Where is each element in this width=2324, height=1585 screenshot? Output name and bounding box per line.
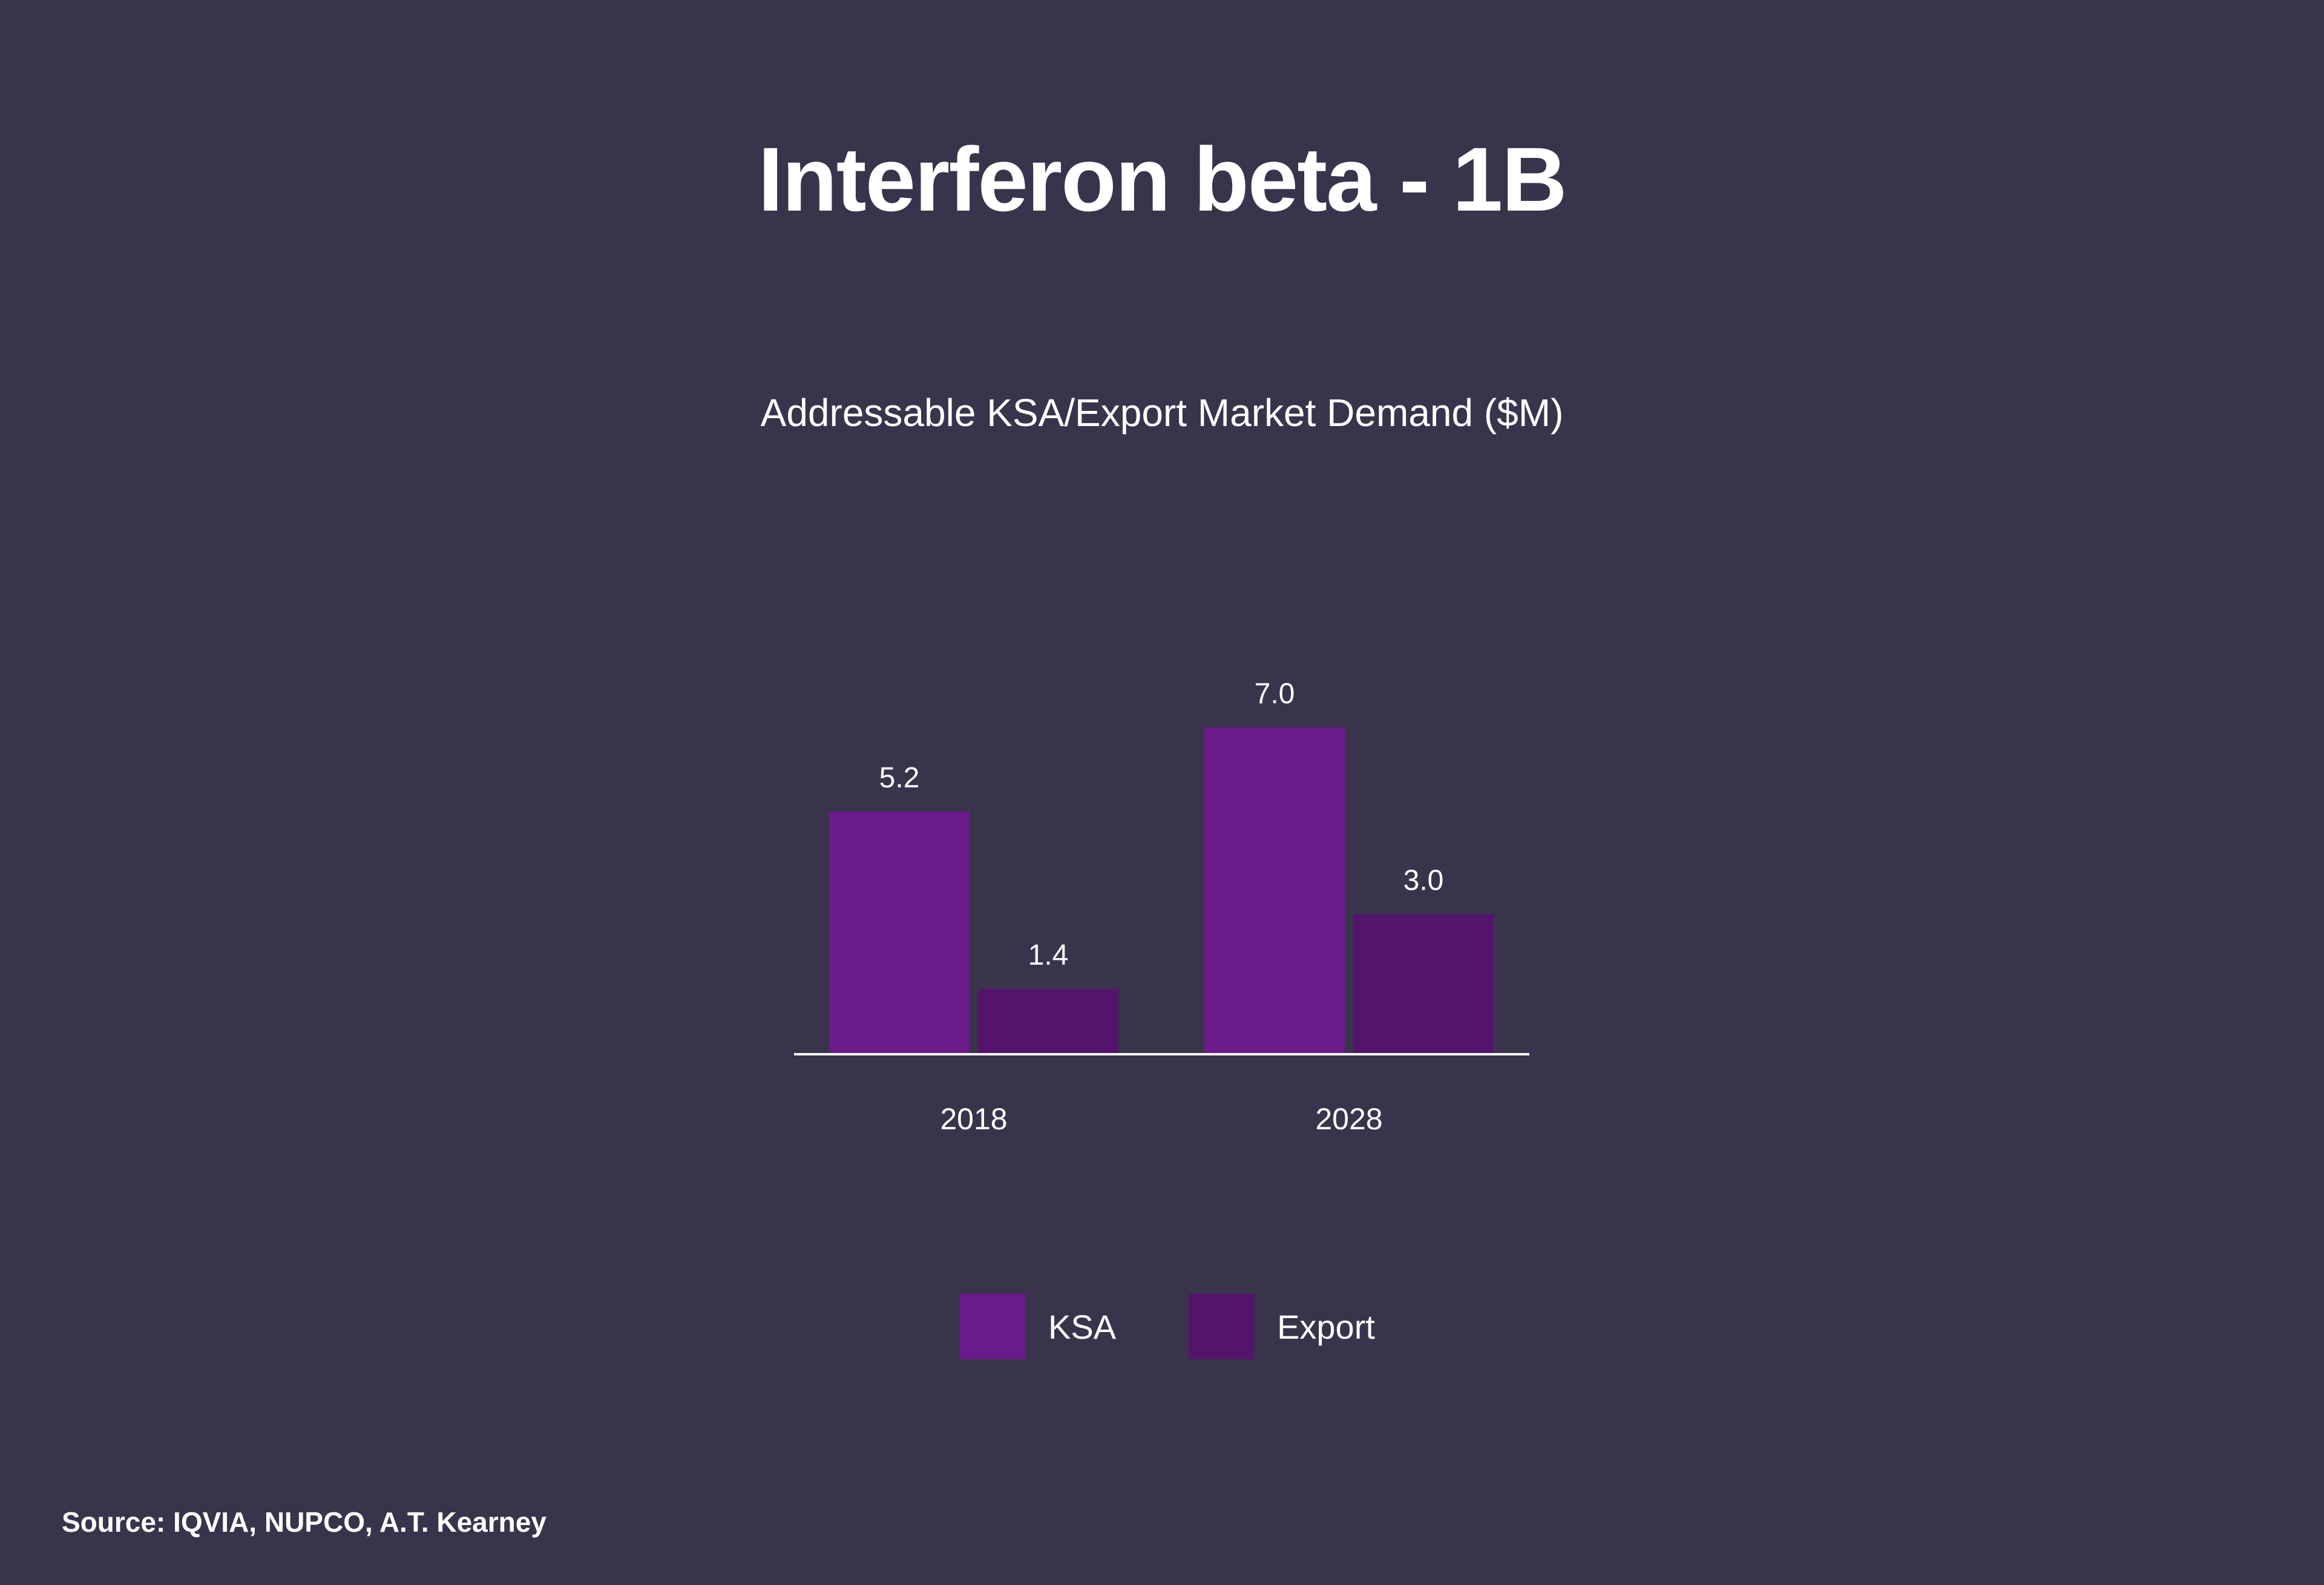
data-label-export-2018: 1.4: [1028, 939, 1069, 971]
data-label-ksa-2028: 7.0: [1255, 678, 1295, 710]
bar-export-2018: [978, 989, 1118, 1054]
legend-item-ksa: KSA: [960, 1294, 1116, 1359]
legend-label-ksa: KSA: [1048, 1307, 1117, 1346]
legend-swatch-ksa: [960, 1294, 1025, 1359]
bar-export-2028: [1353, 914, 1494, 1054]
data-label-ksa-2018: 5.2: [879, 762, 920, 794]
legend-swatch-export: [1189, 1294, 1255, 1359]
chart-title: Interferon beta - 1B: [758, 128, 1567, 230]
legend: KSA Export: [960, 1294, 1448, 1359]
source-note: Source: IQVIA, NUPCO, A.T. Kearney: [62, 1506, 547, 1538]
bar-ksa-2018: [829, 811, 970, 1054]
data-label-export-2028: 3.0: [1403, 865, 1444, 897]
x-tick-label-2028: 2028: [1315, 1102, 1382, 1136]
legend-item-export: Export: [1189, 1294, 1375, 1359]
legend-label-export: Export: [1277, 1307, 1375, 1346]
bar-ksa-2028: [1204, 727, 1345, 1054]
chart-subtitle: Addressable KSA/Export Market Demand ($M…: [760, 391, 1564, 435]
x-tick-label-2018: 2018: [940, 1102, 1007, 1136]
